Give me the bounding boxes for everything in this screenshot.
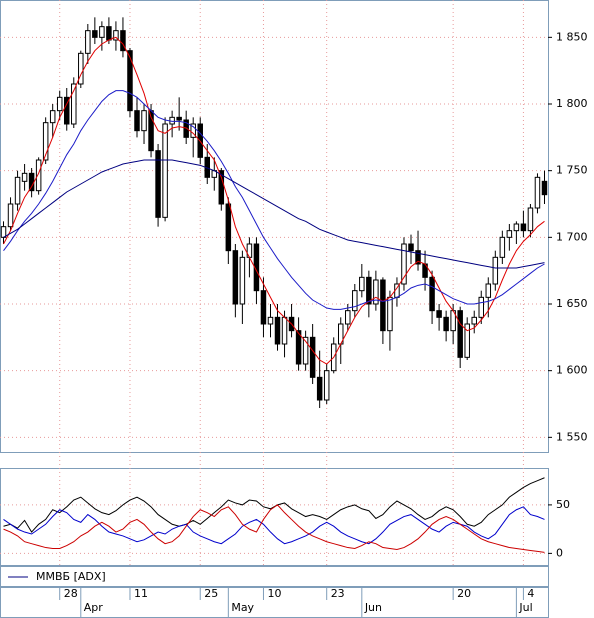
candle-body bbox=[541, 180, 548, 196]
line-series bbox=[3, 36, 545, 365]
month-label: Jun bbox=[364, 601, 382, 614]
candle-body bbox=[225, 203, 232, 252]
candle-body bbox=[373, 279, 379, 305]
line-series bbox=[3, 159, 545, 269]
candle-body bbox=[302, 336, 309, 365]
candle-body bbox=[415, 250, 421, 265]
candle-body bbox=[134, 110, 140, 132]
adx-panel bbox=[0, 468, 549, 566]
candle-body bbox=[99, 26, 105, 38]
candle-body bbox=[78, 52, 84, 85]
y-tick-label: 1 800 bbox=[556, 97, 588, 110]
x-tick-label: 10 bbox=[267, 587, 281, 600]
candle-body bbox=[0, 226, 7, 238]
x-tick-label: 28 bbox=[64, 587, 78, 600]
candle-body bbox=[183, 119, 189, 138]
x-tick-label: 23 bbox=[331, 587, 345, 600]
y-tick-label: 0 bbox=[556, 546, 563, 559]
candle-body bbox=[113, 30, 119, 41]
candle-body bbox=[281, 316, 288, 345]
candle-body bbox=[345, 310, 351, 325]
candle-body bbox=[267, 316, 274, 325]
candle-body bbox=[527, 207, 534, 232]
candle-body bbox=[218, 170, 225, 205]
candle-body bbox=[14, 176, 21, 205]
candle-body bbox=[71, 83, 77, 125]
candle-body bbox=[92, 30, 98, 38]
candle-body bbox=[401, 243, 407, 285]
candle-body bbox=[274, 316, 281, 345]
y-tick-label: 1 600 bbox=[556, 364, 588, 377]
candle-body bbox=[366, 276, 372, 305]
month-label: May bbox=[231, 601, 254, 614]
candle-body bbox=[309, 336, 316, 378]
x-tick-label: 11 bbox=[134, 587, 148, 600]
x-tick-label: 4 bbox=[527, 587, 534, 600]
x-tick-label: 20 bbox=[457, 587, 471, 600]
legend-panel bbox=[0, 566, 549, 587]
candle-body bbox=[513, 223, 520, 232]
candle-body bbox=[408, 243, 414, 252]
candle-body bbox=[49, 110, 56, 124]
candle-body bbox=[492, 256, 499, 285]
month-label: Jul bbox=[518, 601, 532, 614]
candle-body bbox=[323, 370, 330, 401]
candle-body bbox=[359, 276, 365, 292]
candle-body bbox=[141, 110, 147, 132]
candle-body bbox=[85, 30, 91, 54]
candle-body bbox=[42, 122, 49, 161]
candle-body bbox=[443, 316, 449, 332]
candle-body bbox=[457, 310, 463, 358]
x-tick-label: 25 bbox=[204, 587, 218, 600]
y-tick-label: 1 850 bbox=[556, 30, 588, 43]
candle-body bbox=[176, 116, 182, 121]
candle-body bbox=[162, 123, 168, 218]
candle-body bbox=[106, 26, 112, 41]
candle-body bbox=[380, 279, 386, 332]
candle-body bbox=[127, 50, 133, 112]
price-panel bbox=[0, 0, 549, 453]
line-series bbox=[3, 90, 545, 310]
line-series bbox=[3, 506, 545, 545]
candle-body bbox=[352, 290, 358, 312]
candle-body bbox=[190, 123, 196, 138]
candle-body bbox=[316, 376, 323, 401]
candle-body bbox=[295, 330, 302, 365]
candle-body bbox=[28, 172, 35, 192]
candle-body bbox=[155, 150, 161, 218]
line-series bbox=[3, 504, 545, 553]
candle-body bbox=[56, 96, 63, 112]
candle-body bbox=[534, 176, 541, 209]
candle-body bbox=[506, 230, 513, 238]
candle-body bbox=[387, 296, 393, 332]
candle-body bbox=[436, 310, 442, 318]
candle-body bbox=[471, 316, 477, 325]
legend-label: ММВБ [ADX] bbox=[36, 570, 106, 583]
candle-body bbox=[63, 96, 70, 125]
candle-body bbox=[120, 30, 126, 52]
candle-body bbox=[260, 290, 267, 325]
candle-body bbox=[35, 159, 42, 192]
month-label: Apr bbox=[84, 601, 104, 614]
y-tick-label: 50 bbox=[556, 498, 570, 511]
y-tick-label: 1 750 bbox=[556, 164, 588, 177]
y-tick-label: 1 550 bbox=[556, 430, 588, 443]
candle-body bbox=[464, 323, 470, 358]
candle-body bbox=[429, 276, 435, 312]
candle-body bbox=[232, 250, 239, 305]
candle-body bbox=[21, 172, 28, 182]
candle-body bbox=[499, 236, 506, 258]
y-tick-label: 1 650 bbox=[556, 297, 588, 310]
candle-body bbox=[239, 256, 246, 305]
candle-body bbox=[7, 203, 14, 228]
candle-body bbox=[485, 283, 492, 298]
candle-body bbox=[520, 223, 527, 232]
candle-body bbox=[478, 296, 485, 318]
y-tick-label: 1 700 bbox=[556, 230, 588, 243]
